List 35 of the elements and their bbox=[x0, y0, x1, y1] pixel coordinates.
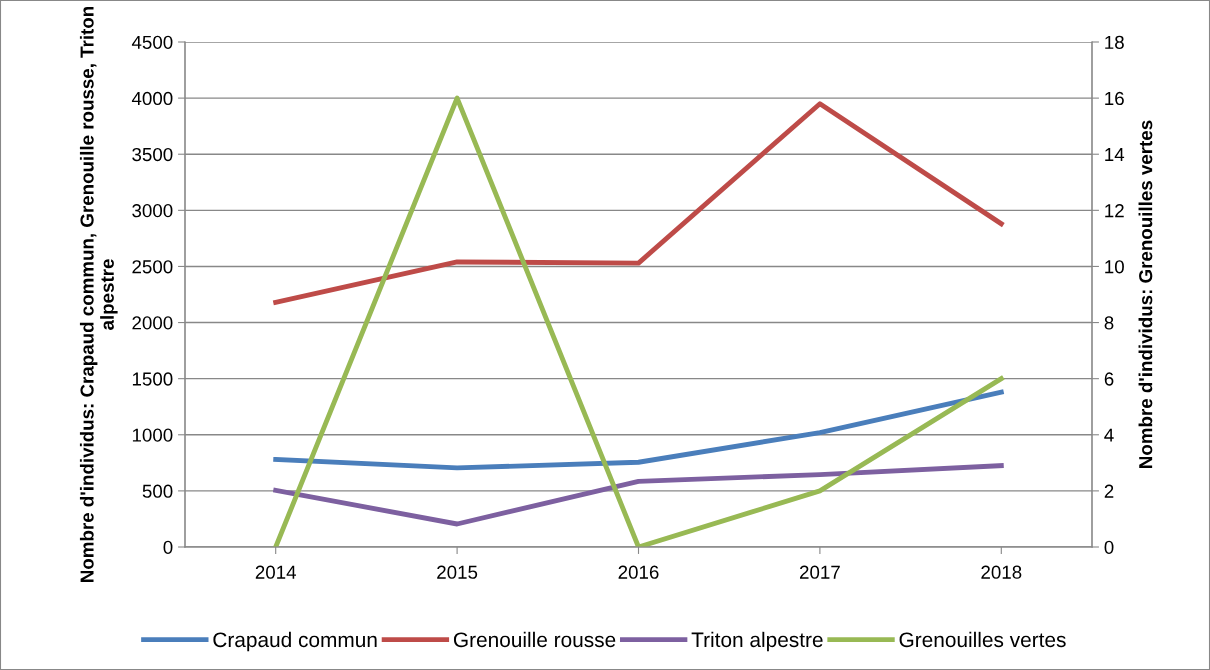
y-tick-label: 0 bbox=[163, 540, 173, 554]
y2-tick-label: 4 bbox=[1104, 428, 1114, 442]
line-series bbox=[273, 389, 1004, 471]
y-axis-title: Nombre d'individus: Crapaud commun, Grenouille rousse, Triton alpestre bbox=[79, 6, 118, 582]
x-tick-label: 2014 bbox=[255, 565, 297, 579]
y2-tick-label: 0 bbox=[1104, 540, 1114, 554]
y-tick-label: 3500 bbox=[132, 147, 173, 162]
y-tick-label: 3000 bbox=[132, 204, 173, 218]
line-series bbox=[273, 463, 1004, 527]
y-tick-label: 2000 bbox=[132, 316, 173, 330]
y-tick-label: 500 bbox=[142, 484, 173, 498]
line-series bbox=[273, 101, 1004, 305]
y-tick-label: 2500 bbox=[132, 260, 173, 274]
legend-label: Triton alpestre bbox=[691, 631, 823, 652]
y-tick-label: 4500 bbox=[131, 35, 173, 49]
y2-tick-label: 2 bbox=[1104, 484, 1114, 498]
x-tick-label: 2015 bbox=[437, 565, 478, 579]
y-tick-label: 1500 bbox=[132, 372, 173, 386]
legend-label: Grenouille rousse bbox=[453, 631, 616, 648]
legend-label: Grenouilles vertes bbox=[899, 631, 1066, 648]
y-tick-label: 4000 bbox=[131, 91, 173, 106]
y2-tick-label: 12 bbox=[1105, 204, 1124, 218]
y2-tick-label: 18 bbox=[1105, 35, 1124, 49]
x-tick-label: 2018 bbox=[981, 565, 1022, 579]
x-tick-label: 2017 bbox=[799, 565, 840, 579]
line-series bbox=[273, 95, 1004, 547]
y2-tick-label: 6 bbox=[1104, 372, 1114, 386]
y2-tick-label: 8 bbox=[1104, 316, 1114, 330]
y2-tick-label: 16 bbox=[1105, 91, 1124, 106]
y2-tick-label: 10 bbox=[1105, 260, 1124, 274]
y2-tick-label: 14 bbox=[1105, 148, 1125, 162]
y-tick-label: 1000 bbox=[132, 428, 173, 442]
legend-label: Crapaud commun bbox=[213, 631, 377, 652]
y2-axis-title: Nombre d'individus: Grenouilles vertes bbox=[1138, 120, 1153, 468]
x-tick-label: 2016 bbox=[618, 565, 659, 579]
